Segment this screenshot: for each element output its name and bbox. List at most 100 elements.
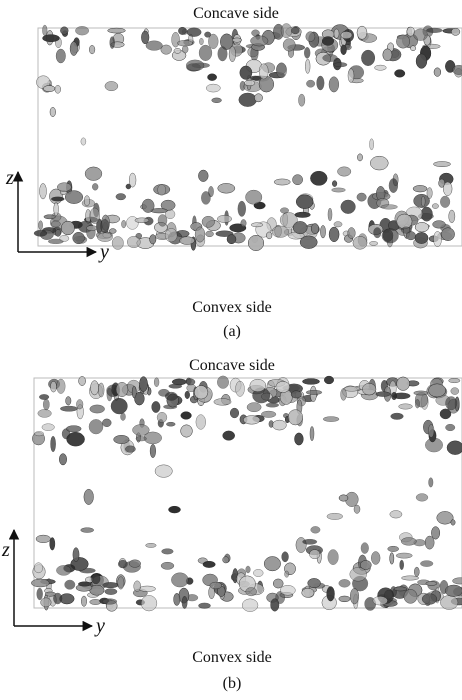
- vortex-blob: [341, 45, 347, 55]
- z-axis-label: z: [5, 167, 14, 189]
- vortex-blob: [102, 419, 111, 427]
- vortex-blob: [38, 409, 52, 417]
- vortex-blob: [136, 436, 147, 441]
- vortex-blob: [429, 478, 433, 487]
- vortex-blob: [374, 228, 382, 238]
- caption: (a): [223, 323, 241, 340]
- vortex-blob: [129, 173, 136, 187]
- vortex-blob: [65, 191, 83, 204]
- vortex-blob: [199, 38, 203, 45]
- vortex-blob: [89, 45, 95, 54]
- bottom-label: Convex side: [192, 649, 272, 666]
- vortex-blob: [375, 65, 387, 70]
- vortex-blob: [427, 188, 432, 199]
- vortex-blob: [54, 203, 59, 216]
- bottom-label: Convex side: [192, 299, 272, 316]
- vortex-blob: [291, 391, 301, 398]
- vortex-blob: [451, 28, 460, 35]
- vortex-blob: [121, 413, 126, 421]
- vortex-blob: [420, 561, 433, 567]
- vortex-blob: [116, 382, 128, 396]
- vortex-blob: [305, 59, 310, 73]
- vortex-blob: [122, 220, 126, 228]
- vortex-blob: [348, 228, 356, 239]
- vortex-blob: [414, 29, 428, 41]
- vortex-blob: [304, 47, 310, 58]
- vortex-blob: [433, 231, 441, 246]
- vortex-blob: [449, 210, 455, 223]
- vortex-blob: [421, 196, 425, 206]
- vortex-blob: [288, 410, 303, 425]
- vortex-blob: [227, 235, 236, 244]
- vortex-blob: [152, 401, 160, 412]
- vortex-blob: [129, 560, 141, 568]
- vortex-blob: [223, 431, 235, 440]
- vortex-blob: [44, 215, 56, 219]
- vortex-blob: [440, 196, 450, 208]
- vortex-blob: [310, 426, 314, 440]
- vortex-blob: [272, 226, 289, 238]
- vortex-blob: [165, 392, 177, 400]
- vortex-blob: [214, 399, 231, 406]
- vortex-blob: [295, 212, 311, 217]
- vortex-blob: [139, 586, 156, 592]
- vortex-blob: [56, 565, 71, 575]
- vortex-blob: [373, 596, 388, 605]
- vortex-blob: [112, 237, 123, 250]
- vortex-blob: [67, 432, 85, 446]
- vortex-blob: [51, 221, 60, 227]
- panel-a: Concave side z y Convex side (a): [5, 5, 462, 340]
- vortex-blob: [65, 580, 75, 589]
- vortex-blob: [161, 562, 174, 569]
- vortex-blob: [391, 392, 396, 400]
- top-label: Concave side: [189, 357, 275, 374]
- vortex-blob: [413, 185, 427, 192]
- vortex-blob: [328, 208, 332, 221]
- vortex-blob: [397, 377, 410, 391]
- vortex-blob: [274, 179, 290, 185]
- vortex-blob: [217, 376, 228, 389]
- vortex-blob: [174, 593, 180, 605]
- vortex-blob: [302, 379, 319, 385]
- vortex-blob: [382, 229, 399, 243]
- vortex-blob: [42, 424, 55, 431]
- vortex-blob: [108, 28, 126, 33]
- vortex-blob: [371, 552, 380, 565]
- vortex-blob: [334, 62, 347, 66]
- vortex-blob: [55, 229, 61, 236]
- vortex-blob: [400, 560, 404, 570]
- vortex-blob: [410, 46, 415, 51]
- vortex-blob: [40, 183, 47, 199]
- vortex-blob: [208, 74, 217, 81]
- vortex-blob: [102, 599, 117, 605]
- vortex-blob: [361, 50, 374, 66]
- vortex-blob: [60, 27, 68, 35]
- vortex-blob: [84, 489, 94, 504]
- vortex-blob: [70, 42, 77, 56]
- vortex-blob: [453, 65, 462, 74]
- vortex-blob: [55, 85, 61, 93]
- vortex-blob: [139, 377, 147, 392]
- vortex-blob: [116, 194, 126, 200]
- vortex-blob: [81, 596, 86, 606]
- vortex-blob: [332, 181, 337, 187]
- vortex-blob: [34, 563, 43, 573]
- vortex-blob: [357, 26, 367, 39]
- vortex-blob: [341, 31, 352, 38]
- vortex-blob: [210, 582, 222, 589]
- vortex-blob: [81, 138, 86, 145]
- vortex-blob: [36, 535, 51, 543]
- vortex-blob: [329, 77, 339, 92]
- vortex-blob: [84, 196, 90, 206]
- vortex-blob: [350, 588, 359, 604]
- vortex-blob: [146, 41, 163, 51]
- vortex-blob: [118, 577, 124, 590]
- vortex-blob: [370, 139, 374, 150]
- vortex-blob: [276, 63, 286, 78]
- vortex-blob: [166, 422, 175, 426]
- vortex-blob: [266, 232, 272, 239]
- vortex-blob: [350, 567, 367, 581]
- vortex-blob: [218, 47, 227, 61]
- vortex-blob: [150, 235, 156, 244]
- vortex-blob: [198, 170, 208, 182]
